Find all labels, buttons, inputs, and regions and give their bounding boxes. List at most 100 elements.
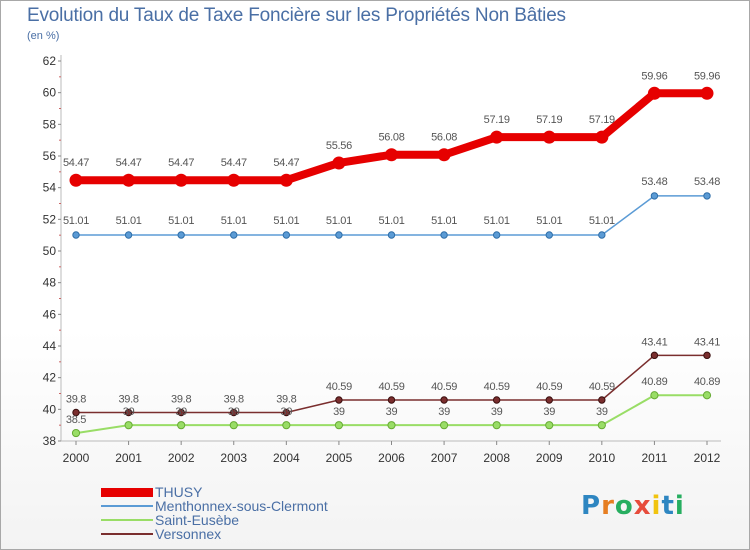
- data-point: [492, 396, 501, 404]
- logo-letter: t: [661, 491, 675, 521]
- data-label: 38.5: [66, 414, 86, 426]
- legend-swatch: [101, 533, 153, 535]
- data-point: [69, 173, 83, 187]
- series-points: [69, 86, 714, 438]
- data-point: [440, 231, 448, 239]
- data-point: [177, 421, 186, 430]
- data-label: 39: [596, 406, 608, 418]
- data-point: [282, 421, 291, 430]
- data-label: 43.41: [694, 336, 720, 348]
- x-tick-label: 2002: [168, 451, 195, 465]
- data-point: [490, 130, 504, 144]
- data-label: 54.47: [116, 157, 142, 169]
- x-tick-label: 2012: [694, 451, 721, 465]
- data-point: [124, 408, 133, 417]
- data-label: 39: [333, 406, 345, 418]
- data-point: [650, 351, 659, 360]
- data-point: [703, 351, 711, 360]
- data-point: [440, 396, 448, 404]
- data-label: 39: [175, 406, 187, 418]
- x-tick-label: 2000: [63, 451, 90, 465]
- y-tick-label: 46: [43, 307, 57, 321]
- data-point: [72, 408, 80, 417]
- data-label: 53.48: [694, 176, 720, 188]
- data-label: 39: [228, 406, 240, 418]
- data-point: [385, 148, 398, 162]
- data-label: 57.19: [536, 114, 562, 126]
- data-point: [334, 421, 344, 430]
- data-label: 39: [281, 406, 293, 418]
- y-tick-label: 40: [43, 402, 57, 416]
- legend-label: THUSY: [155, 484, 203, 500]
- data-label: 55.56: [326, 140, 352, 152]
- chart-title: Evolution du Taux de Taxe Foncière sur l…: [27, 5, 566, 26]
- data-point: [703, 192, 711, 200]
- data-point: [332, 156, 346, 170]
- legend-swatch: [101, 487, 153, 497]
- data-point: [492, 421, 501, 430]
- x-tick-label: 2011: [642, 451, 668, 465]
- legend-item: Versonnex: [101, 527, 328, 541]
- y-tick-label: 44: [43, 339, 57, 353]
- data-point: [282, 231, 291, 239]
- data-label: 39.8: [118, 394, 138, 406]
- data-point: [545, 421, 554, 430]
- logo-letter: r: [601, 491, 615, 521]
- axes: 38 40 42 44 46 48 50 52 54 56 58 60 62 2000 2001 2002 20…: [43, 54, 721, 465]
- data-label: 39.8: [224, 394, 244, 406]
- data-point: [177, 408, 185, 417]
- proxiti-logo: Proxiti: [581, 491, 685, 521]
- data-point: [229, 421, 238, 430]
- data-point: [72, 231, 80, 239]
- data-label: 56.08: [431, 132, 457, 144]
- data-label: 51.01: [221, 215, 247, 227]
- data-point: [387, 231, 396, 239]
- legend-label: Saint-Eusèbe: [155, 512, 240, 528]
- data-point: [174, 173, 188, 187]
- data-point: [282, 408, 291, 417]
- data-label: 54.47: [63, 157, 89, 169]
- data-label: 57.19: [484, 114, 510, 126]
- x-tick-label: 2010: [588, 451, 615, 465]
- data-label: 51.01: [484, 215, 510, 227]
- data-label: 51.01: [378, 215, 404, 227]
- y-tick-label: 56: [43, 149, 57, 163]
- data-label: 39: [491, 406, 503, 418]
- x-tick-label: 2003: [220, 451, 247, 465]
- legend: THUSY Menthonnex-sous-Clermont Saint-Eusèb…: [101, 485, 328, 541]
- data-point: [335, 396, 343, 404]
- data-point: [650, 192, 659, 200]
- legend-item: THUSY: [101, 485, 328, 499]
- legend-item: Saint-Eusèbe: [101, 513, 328, 527]
- data-label: 51.01: [168, 215, 194, 227]
- data-label: 51.01: [116, 215, 142, 227]
- data-point: [335, 231, 343, 239]
- data-label: 40.89: [694, 376, 720, 388]
- data-point: [597, 421, 606, 430]
- data-point: [279, 173, 293, 187]
- legend-label: Versonnex: [155, 526, 222, 542]
- data-label: 54.47: [168, 157, 194, 169]
- data-label: 54.47: [273, 157, 299, 169]
- data-point: [387, 396, 396, 404]
- y-tick-label: 42: [43, 371, 57, 385]
- data-label: 51.01: [431, 215, 457, 227]
- legend-swatch: [101, 505, 153, 507]
- data-label: 39.8: [66, 394, 86, 406]
- data-label: 39: [438, 406, 450, 418]
- data-point: [124, 421, 133, 430]
- x-tick-label: 2005: [326, 451, 353, 465]
- data-labels: 54.47 54.47 54.47 54.47 54.47 55.56 56.08 56.08…: [63, 70, 721, 426]
- data-point: [230, 231, 238, 239]
- data-point: [545, 396, 553, 404]
- data-label: 39: [543, 406, 555, 418]
- data-point: [542, 130, 556, 144]
- data-label: 51.01: [273, 215, 299, 227]
- data-label: 57.19: [589, 114, 615, 126]
- data-label: 40.59: [378, 381, 404, 393]
- data-point: [230, 408, 238, 417]
- data-label: 40.59: [326, 381, 352, 393]
- y-tick-label: 50: [43, 244, 57, 258]
- data-point: [439, 421, 449, 430]
